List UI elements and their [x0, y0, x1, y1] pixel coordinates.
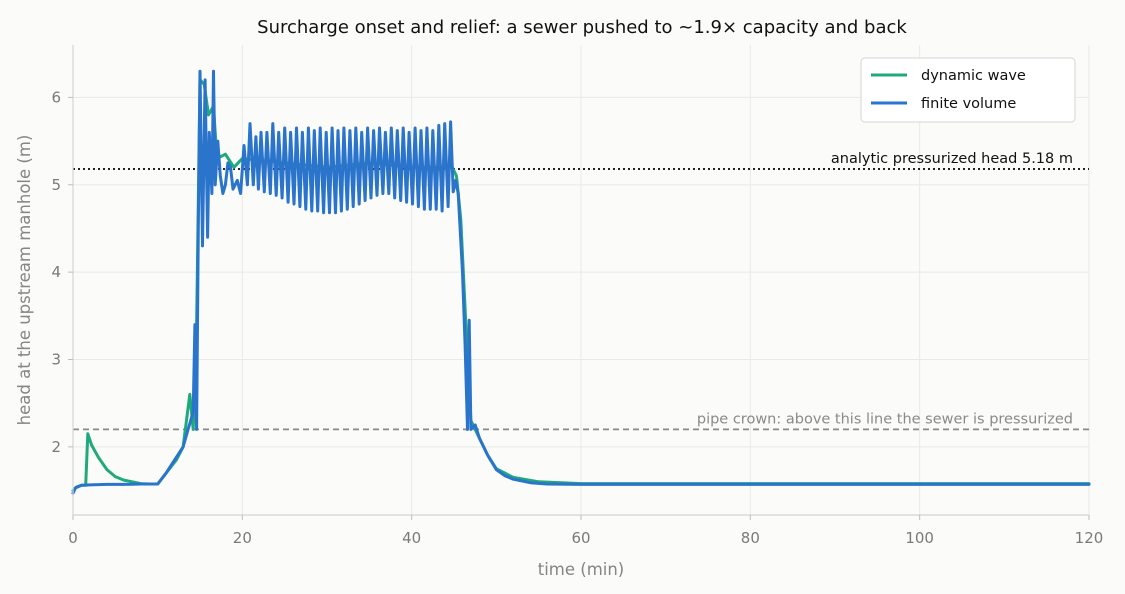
- legend-label: dynamic wave: [921, 68, 1026, 84]
- x-tick-label: 80: [741, 529, 760, 547]
- x-ticks: 0 20 40 60 80 100 120: [68, 515, 1103, 547]
- y-tick-label: 2: [51, 438, 61, 456]
- y-ticks: 2 3 4 5 6: [51, 88, 73, 456]
- legend-box: [860, 57, 1076, 123]
- y-tick-label: 5: [51, 176, 61, 194]
- reference-lines: analytic pressurized head 5.18 m pipe cro…: [73, 151, 1089, 431]
- legend-label: finite volume: [921, 96, 1016, 112]
- y-tick-label: 6: [51, 88, 61, 106]
- x-tick-label: 40: [402, 529, 421, 547]
- x-tick-label: 60: [571, 529, 590, 547]
- reference-line-label: pipe crown: above this line the sewer is…: [697, 411, 1073, 427]
- y-tick-label: 3: [51, 350, 61, 368]
- legend: dynamic wave finite volume: [860, 57, 1076, 123]
- series-line: [71, 69, 1091, 495]
- y-tick-label: 4: [51, 263, 61, 281]
- x-tick-label: 100: [905, 529, 934, 547]
- reference-line-label: analytic pressurized head 5.18 m: [831, 151, 1073, 167]
- x-axis-label: time (min): [538, 560, 625, 579]
- x-tick-label: 0: [68, 529, 78, 547]
- y-axis-label: head at the upstream manhole (m): [15, 135, 34, 426]
- chart-title: Surcharge onset and relief: a sewer push…: [257, 17, 907, 38]
- x-tick-label: 20: [233, 529, 252, 547]
- x-tick-label: 120: [1075, 529, 1104, 547]
- series-lines: [71, 69, 1091, 495]
